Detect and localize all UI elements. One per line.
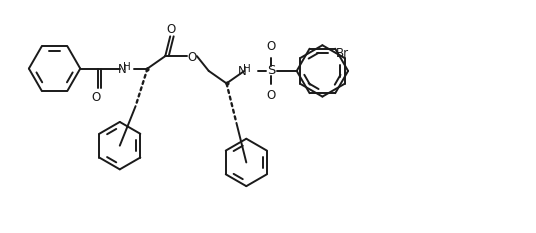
- Text: H: H: [243, 64, 251, 74]
- Text: O: O: [92, 91, 101, 104]
- Text: N: N: [238, 65, 247, 79]
- Text: N: N: [117, 63, 126, 76]
- Text: O: O: [187, 51, 197, 64]
- Text: S: S: [267, 65, 275, 77]
- Text: O: O: [266, 89, 276, 102]
- Text: O: O: [167, 23, 176, 36]
- Text: O: O: [266, 40, 276, 53]
- Text: H: H: [123, 62, 131, 72]
- Text: Br: Br: [336, 47, 349, 60]
